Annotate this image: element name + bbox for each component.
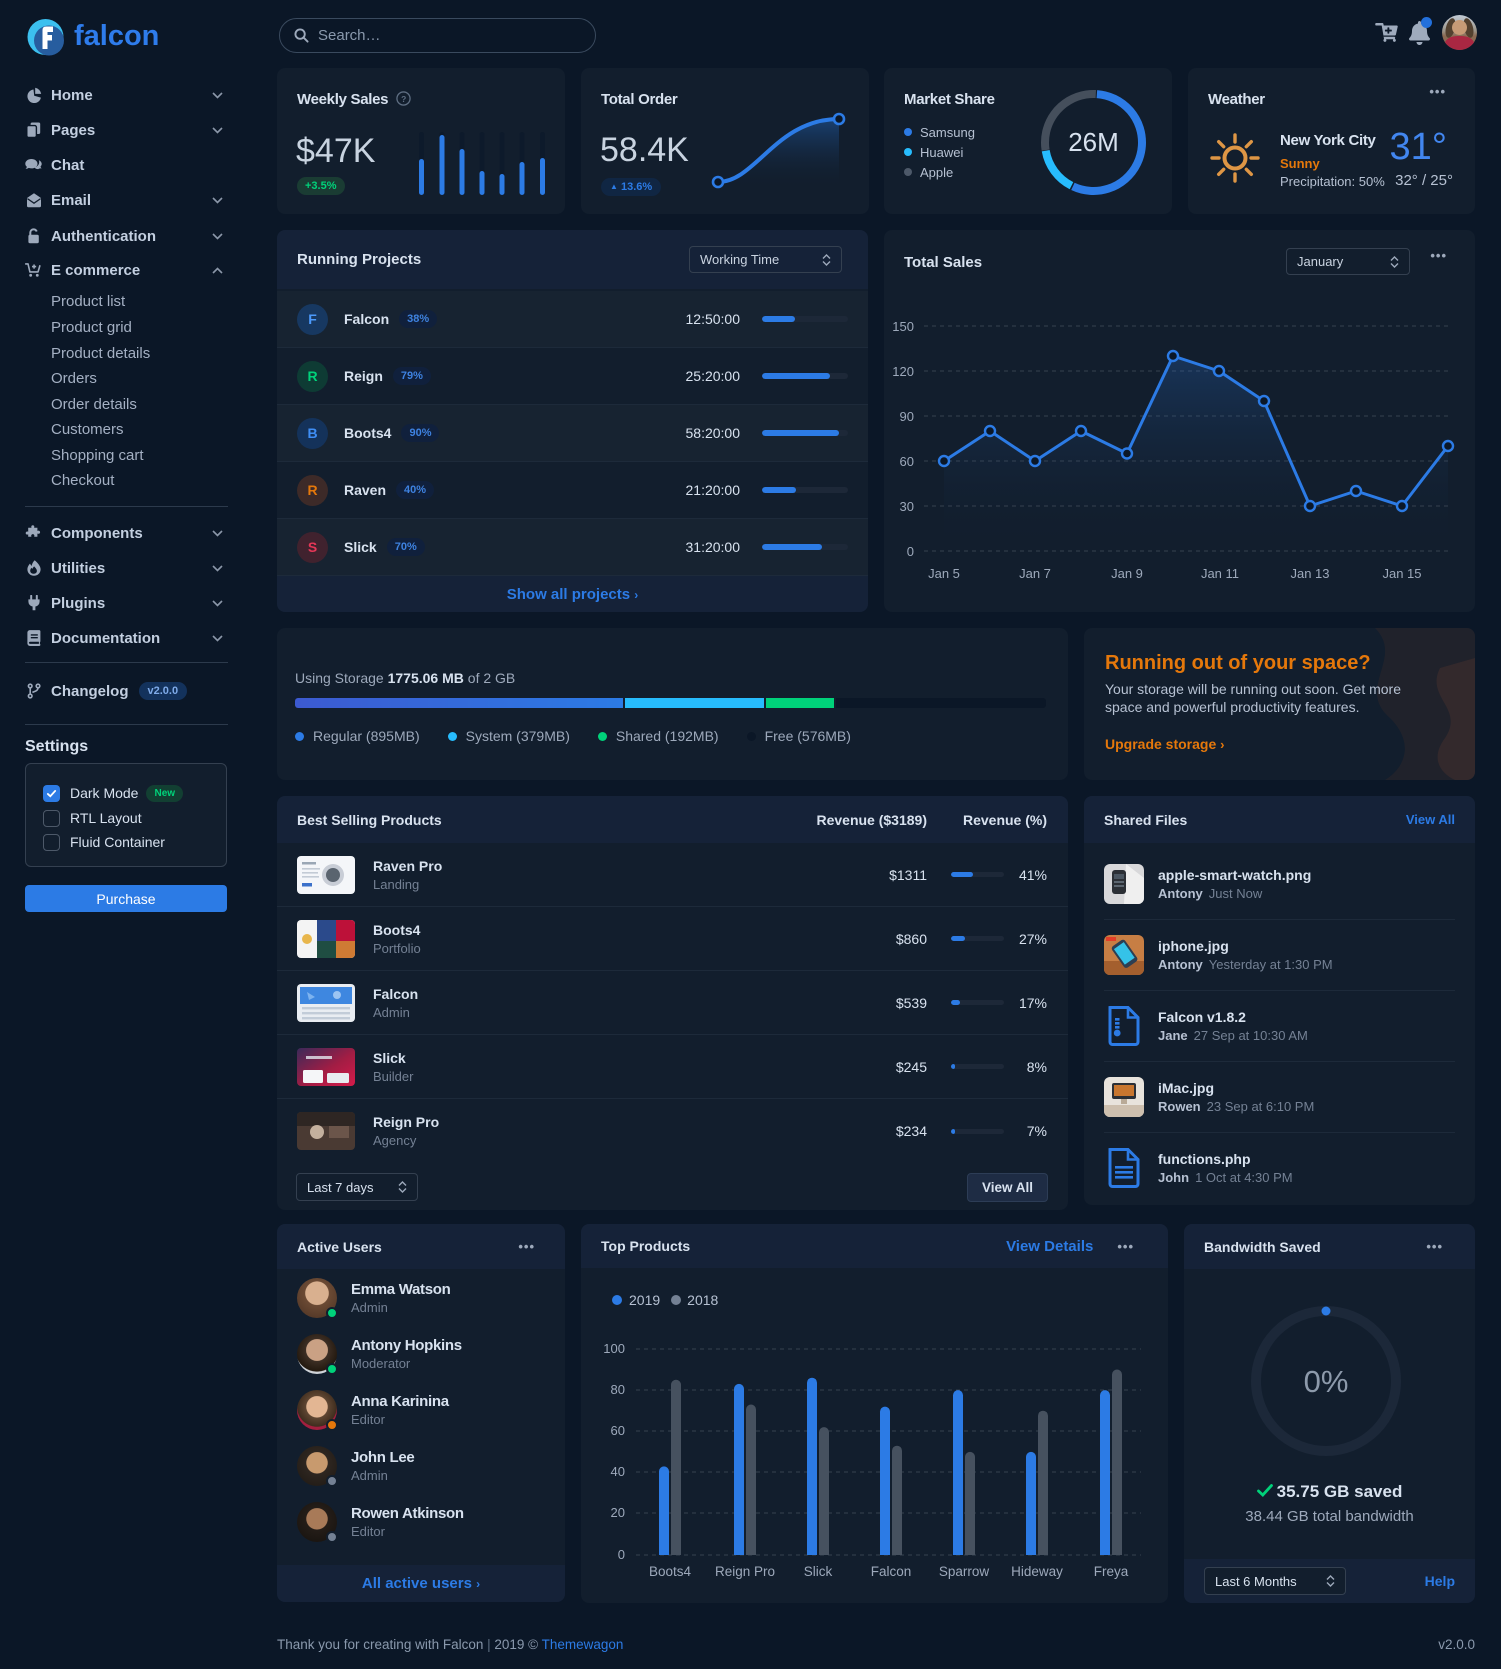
svg-text:Sparrow: Sparrow: [939, 1564, 990, 1579]
svg-text:80: 80: [611, 1382, 625, 1397]
svg-text:20: 20: [611, 1505, 625, 1520]
svg-text:?: ?: [401, 94, 406, 104]
svg-text:100: 100: [603, 1341, 625, 1356]
svg-text:Slick: Slick: [804, 1564, 833, 1579]
svg-text:30: 30: [900, 499, 914, 514]
svg-text:Falcon: Falcon: [871, 1564, 912, 1579]
svg-text:60: 60: [611, 1423, 625, 1438]
svg-text:Hideway: Hideway: [1011, 1564, 1063, 1579]
svg-text:0: 0: [618, 1547, 625, 1562]
svg-text:Reign Pro: Reign Pro: [715, 1564, 775, 1579]
svg-text:0%: 0%: [1304, 1364, 1349, 1399]
svg-text:90: 90: [900, 409, 914, 424]
svg-text:Boots4: Boots4: [649, 1564, 692, 1579]
svg-text:120: 120: [892, 364, 914, 379]
svg-text:60: 60: [900, 454, 914, 469]
svg-text:Jan 7: Jan 7: [1019, 566, 1051, 581]
svg-text:Jan 13: Jan 13: [1290, 566, 1329, 581]
svg-text:Jan 15: Jan 15: [1382, 566, 1421, 581]
svg-text:Freya: Freya: [1094, 1564, 1129, 1579]
svg-text:26M: 26M: [1068, 127, 1119, 157]
svg-text:40: 40: [611, 1464, 625, 1479]
svg-text:0: 0: [907, 544, 914, 559]
svg-text:Jan 9: Jan 9: [1111, 566, 1143, 581]
svg-text:150: 150: [892, 319, 914, 334]
svg-text:Jan 11: Jan 11: [1201, 566, 1239, 581]
svg-text:Jan 5: Jan 5: [928, 566, 960, 581]
